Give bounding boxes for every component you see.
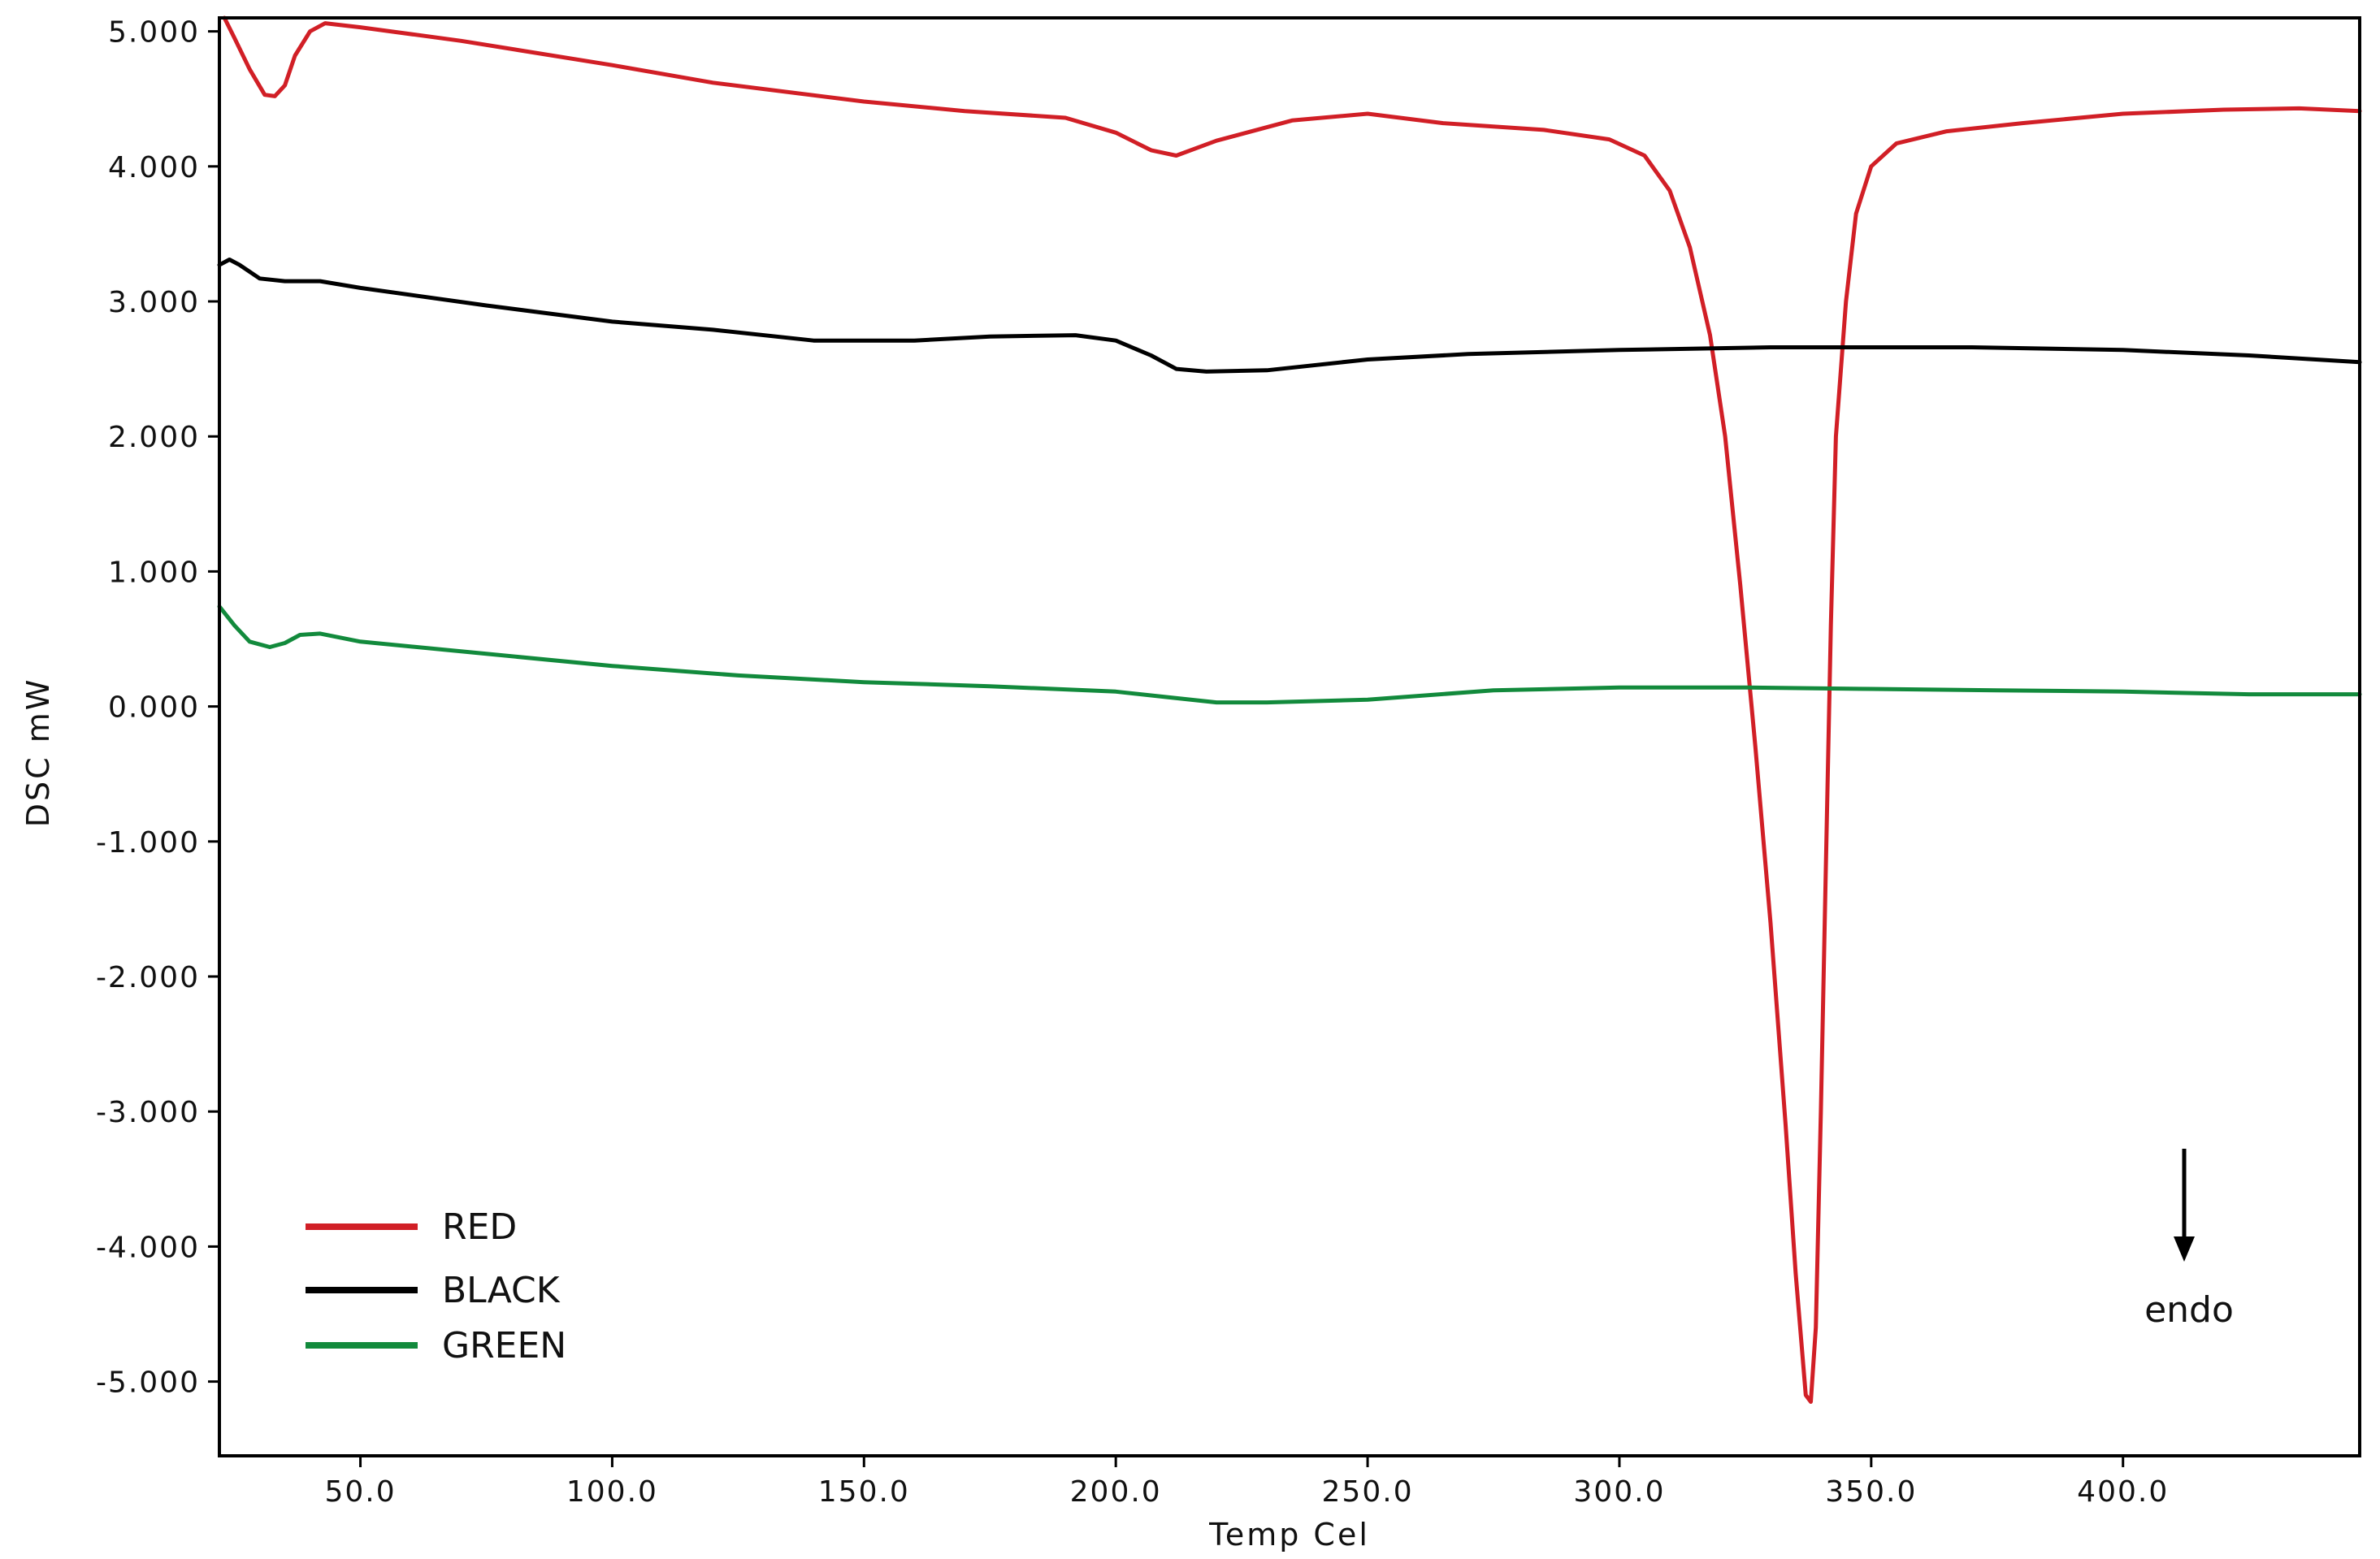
y-tick-label: -2.000 bbox=[96, 961, 200, 994]
y-axis-ticks: 5.000 4.000 3.000 2.000 1.000 0.000 -1.000 -2.0… bbox=[96, 16, 219, 1400]
x-tick-label: 350.0 bbox=[1825, 1475, 1917, 1509]
x-tick-label: 100.0 bbox=[566, 1475, 658, 1509]
series-line-red bbox=[222, 15, 2362, 1404]
series-line-green bbox=[217, 604, 2362, 705]
y-tick-label: 0.000 bbox=[108, 691, 200, 725]
series-layer bbox=[217, 15, 2362, 1404]
plot-area-frame bbox=[218, 16, 2361, 1457]
legend-label-red: RED bbox=[442, 1206, 517, 1248]
y-tick-label: -4.000 bbox=[96, 1231, 200, 1264]
x-tick-label: 300.0 bbox=[1573, 1475, 1665, 1509]
y-tick-label: -3.000 bbox=[96, 1096, 200, 1129]
legend-label-black: BLACK bbox=[442, 1270, 561, 1311]
endo-arrow-icon bbox=[2174, 1236, 2195, 1262]
y-tick-label: 5.000 bbox=[108, 16, 200, 50]
x-tick-label: 50.0 bbox=[324, 1475, 396, 1509]
x-axis-title: Temp Cel bbox=[1208, 1517, 1370, 1553]
y-tick-label: -5.000 bbox=[96, 1366, 200, 1400]
y-axis-title: DSC mW bbox=[20, 678, 56, 828]
x-tick-label: 150.0 bbox=[818, 1475, 910, 1509]
y-tick-label: 4.000 bbox=[108, 151, 200, 184]
y-tick-label: 1.000 bbox=[108, 556, 200, 589]
endo-annotation: endo bbox=[2144, 1149, 2234, 1331]
x-axis-ticks: 50.0 100.0 150.0 200.0 250.0 300.0 350.0 400.0 bbox=[324, 1456, 2169, 1509]
legend: RED BLACK GREEN bbox=[306, 1206, 566, 1366]
x-tick-label: 400.0 bbox=[2077, 1475, 2169, 1509]
y-tick-label: -1.000 bbox=[96, 826, 200, 860]
series-line-black bbox=[217, 258, 2362, 374]
legend-label-green: GREEN bbox=[442, 1325, 566, 1366]
x-tick-label: 250.0 bbox=[1322, 1475, 1414, 1509]
y-tick-label: 3.000 bbox=[108, 286, 200, 319]
y-tick-label: 2.000 bbox=[108, 421, 200, 454]
endo-label: endo bbox=[2144, 1289, 2234, 1331]
x-tick-label: 200.0 bbox=[1070, 1475, 1162, 1509]
